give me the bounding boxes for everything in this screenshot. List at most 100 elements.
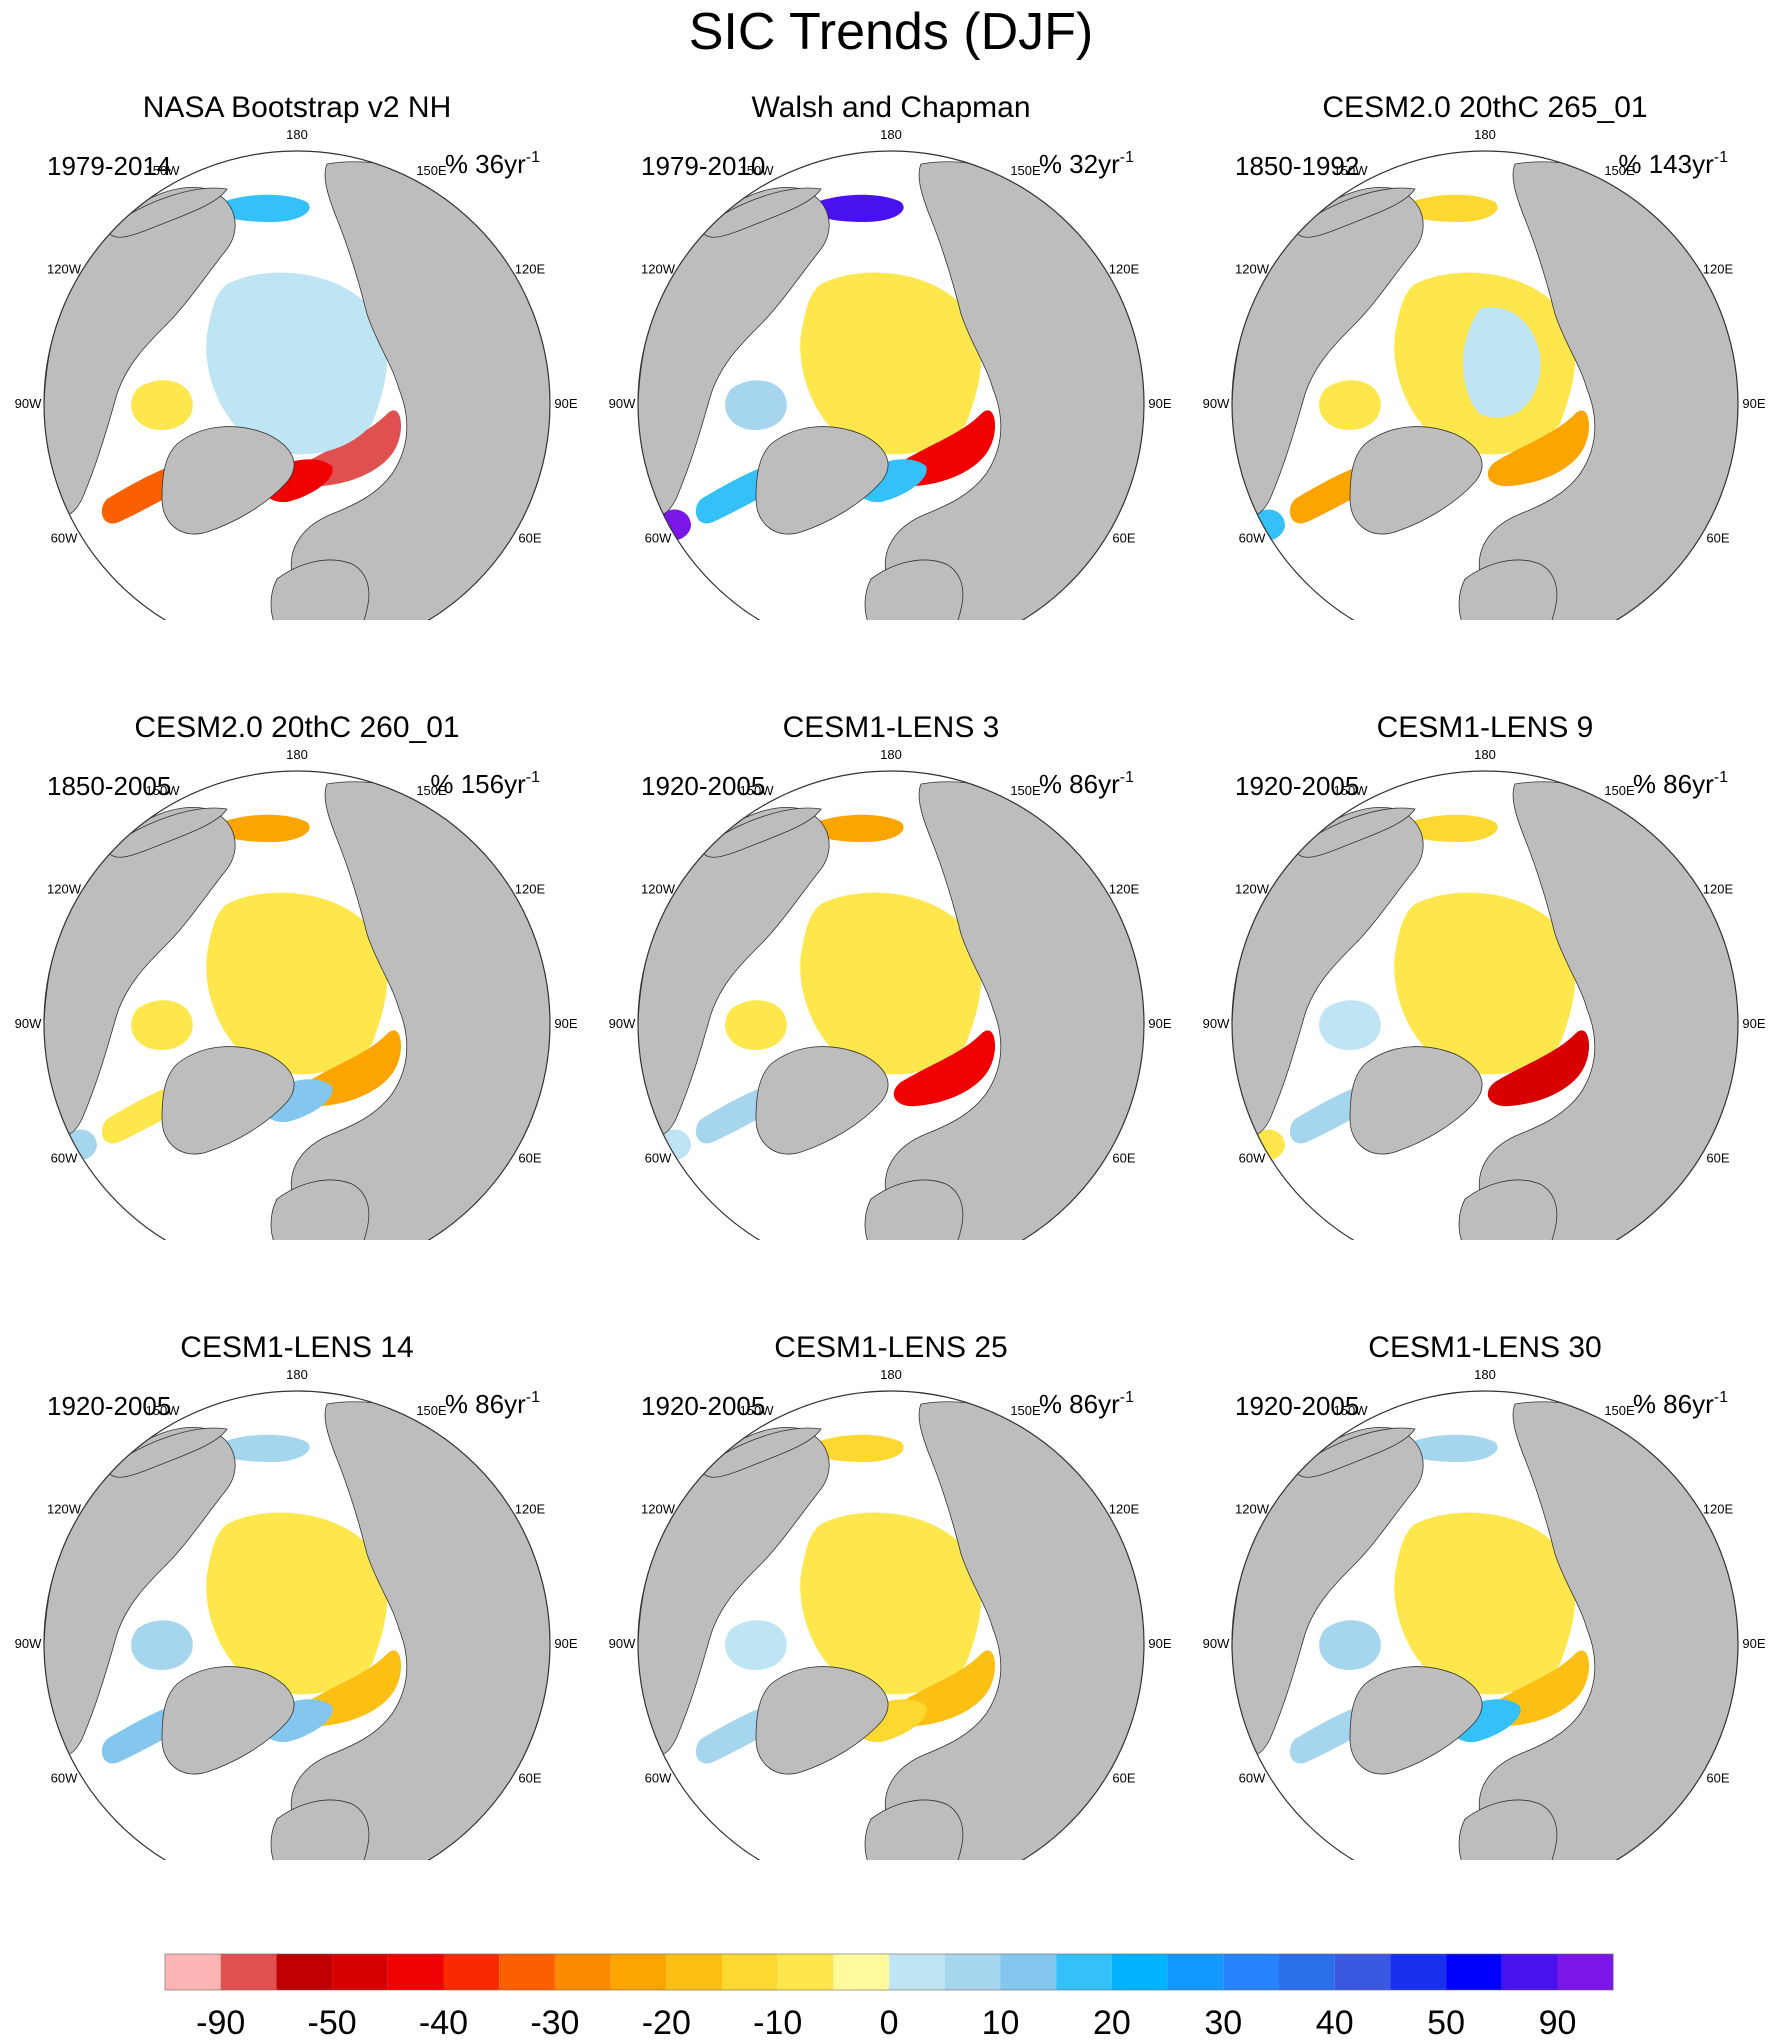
ice-trend-patch-barents-kara (1487, 410, 1590, 487)
longitude-label: 60E (1706, 531, 1729, 546)
panel-title: CESM1-LENS 9 (1376, 711, 1594, 744)
land-mass (1294, 1427, 1416, 1478)
polar-map: 180150E120E90E60E30E030W60W90W120W150W (1203, 747, 1766, 1240)
land-mass (864, 1179, 964, 1240)
ice-trend-patch-barents-kara (893, 1030, 996, 1107)
longitude-label: 150W (740, 783, 775, 798)
longitude-label: 60W (51, 531, 78, 546)
land-mass (106, 807, 228, 858)
longitude-label: 120E (515, 1502, 546, 1517)
longitude-label: 120W (47, 262, 82, 277)
land-mass (755, 1046, 889, 1155)
longitude-label: 120W (641, 262, 676, 277)
longitude-label: 120W (1235, 262, 1270, 277)
longitude-label: 180 (1474, 1367, 1496, 1382)
longitude-label: 60W (51, 1771, 78, 1786)
land-mass (1458, 1179, 1558, 1240)
polar-map: 180150E120E90E60E30E030W60W90W120W150W (15, 747, 578, 1240)
polar-map: 180150E120E90E60E30E030W60W90W120W150W (609, 1367, 1172, 1860)
land-mass (755, 1666, 889, 1775)
land-mass (1349, 1666, 1483, 1775)
colorbar-box (1279, 1954, 1335, 1990)
longitude-label: 60E (1706, 1151, 1729, 1166)
longitude-label: 180 (286, 1367, 308, 1382)
panel-units: % 32yr-1 (1038, 149, 1134, 179)
colorbar-box (443, 1954, 500, 1990)
map-panel: Walsh and Chapman 1979-2010 % 32yr-1 180 150… (594, 0, 1188, 620)
ice-trend-patch-arctic-interior (800, 892, 982, 1075)
ice-trend-patch-hudson-bay (725, 1620, 787, 1670)
longitude-label: 150E (416, 1403, 447, 1418)
ice-trend-patch-arctic-interior (206, 892, 388, 1075)
ice-trend-patch-bering (810, 194, 904, 222)
colorbar-tick-label: 40 (1316, 2004, 1354, 2042)
longitude-label: 60E (1112, 1151, 1135, 1166)
longitude-label: 90E (1148, 1016, 1171, 1031)
longitude-label: 120W (1235, 882, 1270, 897)
ice-trend-patch-arctic-interior (206, 1512, 388, 1695)
panel-units: % 86yr-1 (1632, 769, 1728, 799)
map-panel: CESM1-LENS 3 1920-2005 % 86yr-1 180 150E 120E… (594, 620, 1188, 1240)
longitude-label: 120E (1109, 262, 1140, 277)
longitude-label: 180 (286, 127, 308, 142)
colorbar-box (276, 1954, 333, 1990)
longitude-label: 60E (518, 1151, 541, 1166)
panel-title: CESM1-LENS 30 (1368, 1331, 1602, 1364)
colorbar-box (332, 1954, 388, 1990)
longitude-label: 60W (645, 1151, 672, 1166)
land-mass (864, 1799, 964, 1860)
longitude-label: 90E (1742, 1016, 1765, 1031)
colorbar-box (1056, 1954, 1112, 1990)
land-mass (270, 1179, 370, 1240)
ice-trend-patch-hudson-bay (131, 380, 193, 430)
map-panel: NASA Bootstrap v2 NH 1979-2014 % 36yr-1 180… (0, 0, 594, 620)
longitude-label: 180 (880, 1367, 902, 1382)
panel-period: 1850-1992 (1235, 151, 1360, 181)
longitude-label: 120W (47, 882, 82, 897)
longitude-label: 60E (518, 531, 541, 546)
colorbar-box (1446, 1954, 1502, 1990)
colorbar-tick-label: -10 (753, 2004, 802, 2042)
longitude-label: 90W (15, 1636, 42, 1651)
ice-trend-patch-bering (1404, 814, 1498, 842)
longitude-label: 150E (1604, 1403, 1635, 1418)
longitude-label: 150E (416, 163, 447, 178)
panel-period: 1979-2010 (641, 151, 766, 181)
colorbar-box (165, 1954, 221, 1990)
land-mass (700, 1427, 822, 1478)
longitude-label: 120W (641, 1502, 676, 1517)
panel-title: CESM1-LENS 25 (774, 1331, 1008, 1364)
longitude-label: 120E (515, 262, 546, 277)
longitude-label: 90W (15, 396, 42, 411)
longitude-label: 60W (1239, 1771, 1266, 1786)
polar-map: 180150E120E90E60E30E030W60W90W120W150W (1203, 1367, 1766, 1860)
longitude-label: 150W (146, 783, 181, 798)
land-mass (161, 1046, 295, 1155)
map-panel: CESM1-LENS 9 1920-2005 % 86yr-1 180 150E 120E… (1188, 620, 1782, 1240)
longitude-label: 90W (1203, 396, 1230, 411)
longitude-label: 150W (1334, 783, 1369, 798)
colorbar-box (777, 1954, 834, 1990)
colorbar-tick-label: 20 (1093, 2004, 1131, 2042)
colorbar-box (554, 1954, 611, 1990)
polar-map: 180150E120E90E60E30E030W60W90W120W150W (15, 127, 578, 620)
longitude-label: 90W (609, 1016, 636, 1031)
polar-map: 180150E120E90E60E30E030W60W90W120W150W (1203, 127, 1766, 620)
panel-period: 1920-2005 (641, 771, 766, 801)
longitude-label: 150W (740, 1403, 775, 1418)
longitude-label: 150W (740, 163, 775, 178)
longitude-label: 120E (1109, 882, 1140, 897)
land-mass (700, 807, 822, 858)
longitude-label: 150W (1334, 1403, 1369, 1418)
ice-trend-patch-hudson-bay (131, 1000, 193, 1050)
longitude-label: 60W (1239, 1151, 1266, 1166)
longitude-label: 90E (554, 1016, 577, 1031)
land-mass (161, 1666, 295, 1775)
colorbar-tick-label: -90 (196, 2004, 245, 2042)
panel-title: CESM2.0 20thC 265_01 (1322, 91, 1648, 124)
colorbar-tick-label: 10 (982, 2004, 1020, 2042)
ice-trend-patch-bering (216, 194, 310, 222)
panel-units: % 156yr-1 (430, 769, 540, 799)
land-mass (270, 1799, 370, 1860)
longitude-label: 60E (1706, 1771, 1729, 1786)
